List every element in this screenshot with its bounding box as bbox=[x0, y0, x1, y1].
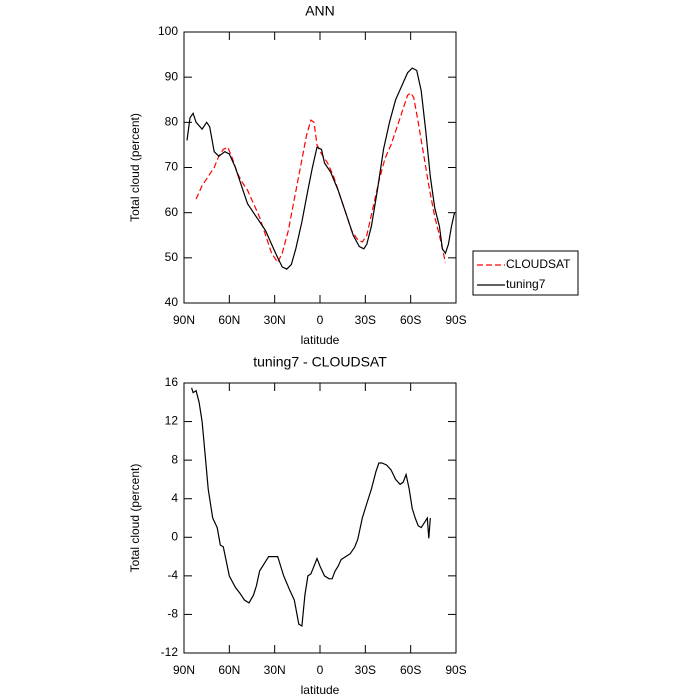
y-axis-label: Total cloud (percent) bbox=[128, 113, 142, 222]
y-tick-label: 0 bbox=[171, 529, 178, 543]
plot-frame bbox=[183, 31, 457, 304]
y-tick-label: 90 bbox=[165, 69, 179, 83]
y-tick-label: -12 bbox=[161, 645, 179, 659]
y-axis-label: Total cloud (percent) bbox=[128, 464, 142, 573]
y-tick-label: 60 bbox=[165, 205, 179, 219]
x-tick-label: 90S bbox=[445, 663, 466, 677]
x-axis-label: latitude bbox=[301, 683, 340, 697]
y-tick-label: 12 bbox=[165, 414, 179, 428]
x-tick-label: 60N bbox=[218, 663, 240, 677]
y-tick-label: 80 bbox=[165, 115, 179, 129]
x-tick-label: 90N bbox=[173, 663, 195, 677]
x-tick-label: 30S bbox=[355, 663, 376, 677]
x-tick-label: 90S bbox=[445, 313, 466, 327]
legend-label: tuning7 bbox=[506, 277, 546, 291]
x-tick-label: 60N bbox=[218, 313, 240, 327]
y-tick-label: 16 bbox=[165, 375, 179, 389]
x-tick-label: 0 bbox=[317, 663, 324, 677]
y-tick-label: 8 bbox=[171, 452, 178, 466]
y-tick-label: -4 bbox=[167, 568, 178, 582]
plot-frame bbox=[183, 382, 457, 654]
line-series bbox=[186, 67, 456, 270]
legend-label: CLOUDSAT bbox=[506, 257, 571, 271]
x-tick-label: 30N bbox=[264, 313, 286, 327]
chart-title: ANN bbox=[305, 3, 335, 19]
y-tick-label: 40 bbox=[165, 295, 179, 309]
y-tick-label: 50 bbox=[165, 250, 179, 264]
y-tick-label: 100 bbox=[158, 24, 178, 38]
x-tick-label: 60S bbox=[400, 663, 421, 677]
x-tick-label: 60S bbox=[400, 313, 421, 327]
x-tick-label: 30N bbox=[264, 663, 286, 677]
line-series bbox=[195, 92, 446, 264]
x-axis-label: latitude bbox=[301, 333, 340, 347]
y-tick-label: -8 bbox=[167, 607, 178, 621]
x-tick-label: 0 bbox=[317, 313, 324, 327]
line-series bbox=[191, 387, 431, 628]
x-tick-label: 30S bbox=[355, 313, 376, 327]
y-tick-label: 70 bbox=[165, 160, 179, 174]
x-tick-label: 90N bbox=[173, 313, 195, 327]
legend-box bbox=[472, 250, 579, 296]
y-tick-label: 4 bbox=[171, 491, 178, 505]
chart-title: tuning7 - CLOUDSAT bbox=[253, 354, 387, 370]
